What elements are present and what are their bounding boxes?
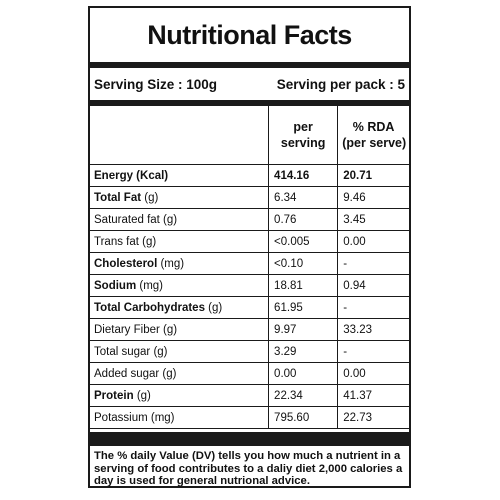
rda-value: 41.37 [337, 384, 409, 407]
rda-value: 22.73 [337, 406, 409, 429]
nutrient-unit: (g) [133, 389, 151, 402]
table-row: Total sugar (g) 3.29 - [90, 340, 409, 363]
nutrition-facts-label: Nutritional Facts Serving Size : 100g Se… [88, 6, 411, 488]
serving-info-row: Serving Size : 100g Serving per pack : 5 [90, 68, 409, 100]
nutrient-unit: (g) [141, 191, 159, 204]
rda-value: 3.45 [337, 208, 409, 231]
title-divider-bar [90, 62, 409, 68]
table-row: Total Fat (g) 6.34 9.46 [90, 186, 409, 209]
table-header-row: per serving % RDA (per serve) [90, 106, 409, 165]
table-row: Added sugar (g) 0.00 0.00 [90, 362, 409, 385]
table-row: Dietary Fiber (g) 9.97 33.23 [90, 318, 409, 341]
table-row: Cholesterol (mg) <0.10 - [90, 252, 409, 275]
header-per-serving: per serving [268, 106, 339, 165]
nutrient-name-bold: Total Fat [94, 191, 142, 204]
nutrient-name: Dietary Fiber (g) [90, 318, 270, 341]
header-per-serving-line1: per [293, 120, 313, 134]
per-serving-value: 0.00 [268, 362, 339, 385]
per-serving-value: 22.34 [268, 384, 339, 407]
serving-size: Serving Size : 100g [94, 76, 218, 92]
header-rda-line2: (per serve) [342, 136, 407, 150]
table-row: Sodium (mg) 18.81 0.94 [90, 274, 409, 297]
nutrient-name: Total sugar (g) [90, 340, 270, 363]
per-serving-value: 795.60 [268, 406, 339, 429]
servings-per-pack: Serving per pack : 5 [276, 76, 405, 92]
per-serving-value: 414.16 [268, 164, 339, 187]
rda-value: 0.94 [337, 274, 409, 297]
header-per-serving-line2: serving [280, 136, 326, 150]
per-serving-value: 61.95 [268, 296, 339, 319]
footnote-divider-bar [90, 432, 409, 446]
nutrient-name-bold: Cholesterol [94, 257, 158, 270]
header-rda-line1: % RDA [352, 120, 395, 134]
table-row: Total Carbohydrates (g) 61.95 - [90, 296, 409, 319]
per-serving-value: 18.81 [268, 274, 339, 297]
rda-value: - [337, 296, 409, 319]
label-title: Nutritional Facts [147, 19, 352, 50]
rda-value: 20.71 [337, 164, 409, 187]
nutrient-unit: (mg) [136, 279, 164, 292]
rda-value: 0.00 [337, 230, 409, 253]
header-nutrient-blank [90, 106, 270, 165]
nutrient-name: Potassium (mg) [90, 406, 270, 429]
per-serving-value: <0.005 [268, 230, 339, 253]
table-row: Protein (g) 22.34 41.37 [90, 384, 409, 407]
header-rda: % RDA (per serve) [337, 106, 409, 165]
rda-value: - [337, 252, 409, 275]
nutrient-unit: (mg) [157, 257, 185, 270]
daily-value-footnote: The % daily Value (DV) tells you how muc… [94, 450, 403, 487]
rda-value: - [337, 340, 409, 363]
nutrient-name-bold: Sodium [94, 279, 137, 292]
per-serving-value: 3.29 [268, 340, 339, 363]
nutrient-name-bold: Total Carbohydrates [94, 301, 205, 314]
nutrient-name: Total Fat (g) [90, 186, 270, 209]
table-row: Energy (Kcal) 414.16 20.71 [90, 164, 409, 187]
per-serving-value: <0.10 [268, 252, 339, 275]
nutrient-name-bold: Protein [94, 389, 134, 402]
nutrient-name: Added sugar (g) [90, 362, 270, 385]
nutrient-name: Total Carbohydrates (g) [90, 296, 270, 319]
table-row: Trans fat (g) <0.005 0.00 [90, 230, 409, 253]
serving-divider-bar [90, 100, 409, 106]
nutrient-name: Protein (g) [90, 384, 270, 407]
rda-value: 0.00 [337, 362, 409, 385]
nutrient-name: Cholesterol (mg) [90, 252, 270, 275]
nutrient-table: per serving % RDA (per serve) Energy (Kc… [90, 106, 409, 429]
nutrient-name: Sodium (mg) [90, 274, 270, 297]
rda-value: 9.46 [337, 186, 409, 209]
nutrient-name: Energy (Kcal) [90, 164, 270, 187]
per-serving-value: 0.76 [268, 208, 339, 231]
nutrient-unit: (g) [204, 301, 223, 314]
nutrient-name: Trans fat (g) [90, 230, 270, 253]
table-row: Saturated fat (g) 0.76 3.45 [90, 208, 409, 231]
per-serving-value: 9.97 [268, 318, 339, 341]
rda-value: 33.23 [337, 318, 409, 341]
nutrient-name: Saturated fat (g) [90, 208, 270, 231]
per-serving-value: 6.34 [268, 186, 339, 209]
table-row: Potassium (mg) 795.60 22.73 [90, 406, 409, 429]
